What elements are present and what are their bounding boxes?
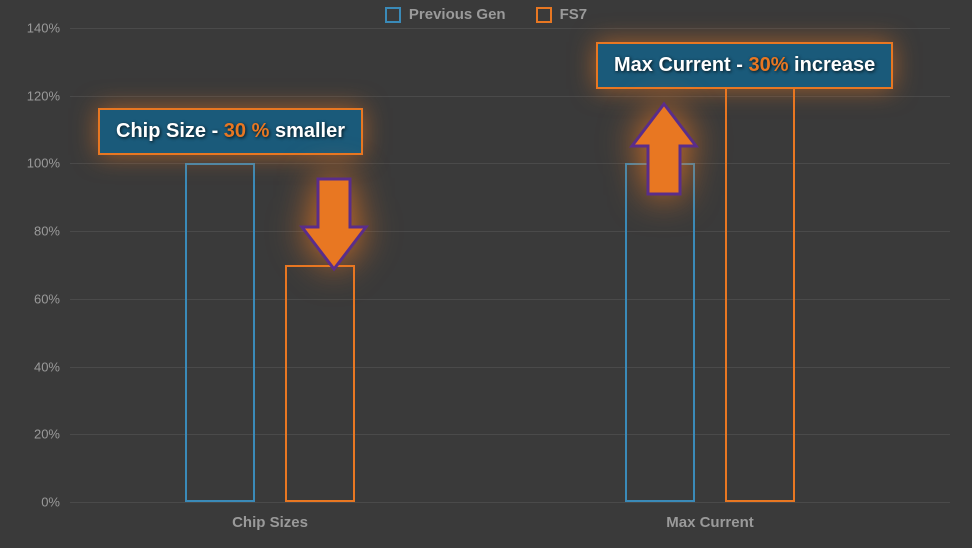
gridline <box>70 502 950 503</box>
callout-chip-suffix: smaller <box>269 120 345 142</box>
callout-current-highlight: 30% <box>748 54 788 76</box>
callout-chip-size: Chip Size - 30 % smaller <box>98 108 363 155</box>
callout-chip-highlight: 30 % <box>224 120 270 142</box>
x-axis-label: Max Current <box>666 514 754 531</box>
legend-label-fs7: FS7 <box>560 6 588 23</box>
gridline <box>70 96 950 97</box>
arrow-down-icon <box>298 175 370 273</box>
arrow-up-icon <box>628 100 700 198</box>
y-axis-label: 60% <box>10 291 60 306</box>
x-axis-label: Chip Sizes <box>232 514 308 531</box>
legend-item-fs7: FS7 <box>536 6 588 23</box>
callout-current-suffix: increase <box>789 54 876 76</box>
y-axis-label: 100% <box>10 156 60 171</box>
y-axis-label: 40% <box>10 359 60 374</box>
bar <box>625 163 695 502</box>
legend-swatch-fs7 <box>536 7 552 23</box>
callout-chip-prefix: Chip Size - <box>116 120 224 142</box>
y-axis-label: 140% <box>10 21 60 36</box>
y-axis-label: 80% <box>10 224 60 239</box>
legend-item-prev: Previous Gen <box>385 6 506 23</box>
gridline <box>70 28 950 29</box>
legend-swatch-prev <box>385 7 401 23</box>
y-axis-label: 0% <box>10 495 60 510</box>
legend-label-prev: Previous Gen <box>409 6 506 23</box>
bar <box>725 62 795 502</box>
callout-current-prefix: Max Current - <box>614 54 748 76</box>
bar <box>285 265 355 502</box>
y-axis-label: 20% <box>10 427 60 442</box>
bar <box>185 163 255 502</box>
callout-max-current: Max Current - 30% increase <box>596 42 893 89</box>
legend: Previous Gen FS7 <box>0 6 972 23</box>
y-axis-label: 120% <box>10 88 60 103</box>
chart-area <box>70 28 950 502</box>
